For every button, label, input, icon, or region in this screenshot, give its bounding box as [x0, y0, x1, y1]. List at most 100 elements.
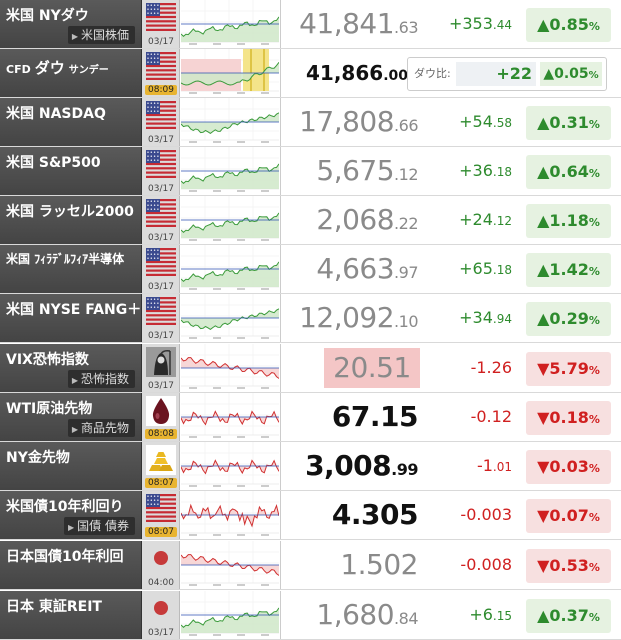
pct-unit: %	[588, 167, 600, 180]
intraday-chart[interactable]	[181, 147, 281, 195]
category-label: 商品先物	[80, 421, 129, 435]
thumbnail-cell: 08:07	[142, 442, 180, 490]
pct-unit: %	[588, 462, 600, 475]
instrument-name-cell[interactable]: 米国 S&P500	[0, 147, 142, 195]
jp-flag-icon	[146, 594, 176, 624]
pct-value: ▼5.79	[537, 359, 589, 378]
price-decimal: .84	[394, 609, 418, 628]
comparison-label: ダウ比:	[414, 67, 451, 80]
jp-flag-icon	[146, 544, 176, 574]
change-percent-badge: ▲0.85%	[526, 8, 611, 42]
instrument-name-cell[interactable]: 米国 NYSE FANG＋	[0, 294, 142, 342]
triangle-right-icon: ▶	[71, 376, 78, 385]
price-integer: 3,008	[305, 449, 392, 482]
category-link[interactable]: ▶ 国債 債券	[64, 517, 135, 535]
intraday-chart[interactable]	[181, 98, 281, 146]
pct-unit: %	[588, 511, 600, 524]
intraday-chart[interactable]	[181, 442, 281, 490]
comparison-diff: +22	[456, 62, 536, 86]
instrument-name-cell[interactable]: 米国 NASDAQ	[0, 98, 142, 146]
instrument-name-cell[interactable]: 米国債10年利回り ▶ 国債 債券	[0, 491, 142, 539]
intraday-chart[interactable]	[181, 344, 281, 392]
price-integer: 5,675	[316, 154, 395, 187]
change-integer: +24	[459, 210, 493, 229]
category-link[interactable]: ▶ 恐怖指数	[67, 370, 135, 388]
price-decimal: .63	[394, 18, 418, 37]
instrument-name-cell[interactable]: NY金先物	[0, 442, 142, 490]
quote-row[interactable]: WTI原油先物 ▶ 商品先物 08:08 67.15 -0.12 ▼0.18%	[0, 393, 621, 442]
instrument-name-text: ダウ	[34, 59, 65, 77]
instrument-name: NY金先物	[6, 450, 70, 466]
instrument-name-cell[interactable]: 米国 ラッセル2000	[0, 196, 142, 244]
quote-row[interactable]: 米国 ラッセル2000 03/17 2,068.22 +24.12 ▲1.18%	[0, 196, 621, 245]
pct-value: ▲0.37	[537, 606, 589, 625]
change-decimal: .94	[492, 312, 512, 326]
instrument-name-cell[interactable]: VIX恐怖指数 ▶ 恐怖指数	[0, 344, 142, 392]
pct-value: ▲1.18	[537, 211, 589, 230]
intraday-chart[interactable]	[181, 541, 281, 589]
quote-row[interactable]: 米国 NYダウ ▶ 米国株価 03/17 41,841.63 +353.44 ▲0.85%	[0, 0, 621, 49]
category-label: 恐怖指数	[80, 372, 129, 386]
change-value: -1.01	[426, 442, 512, 490]
change-value: -0.12	[426, 393, 512, 441]
change-value: +353.44	[426, 0, 512, 48]
change-integer: +6	[469, 605, 493, 624]
change-value: +34.94	[426, 294, 512, 342]
sparkline	[181, 294, 279, 339]
intraday-chart[interactable]	[181, 393, 281, 441]
pct-unit: %	[588, 413, 600, 426]
instrument-name-cell[interactable]: WTI原油先物 ▶ 商品先物	[0, 393, 142, 441]
pct-value: ▲0.29	[537, 309, 589, 328]
intraday-chart[interactable]	[181, 294, 281, 342]
quote-row[interactable]: 日本 東証REIT 03/17 1,680.84 +6.15 ▲0.37%	[0, 591, 621, 640]
quote-row[interactable]: 米国 NASDAQ 03/17 17,808.66 +54.58 ▲0.31%	[0, 98, 621, 147]
quote-row[interactable]: 米国 ﾌｨﾗﾃﾞﾙﾌｨｱ半導体 03/17 4,663.97 +65.18 ▲1.42%	[0, 245, 621, 294]
category-link[interactable]: ▶ 商品先物	[67, 419, 135, 437]
quote-row[interactable]: 米国債10年利回り ▶ 国債 債券 08:07 4.305 -0.003 ▼0.07%	[0, 491, 621, 540]
change-decimal: .44	[492, 18, 512, 32]
update-time: 08:07	[145, 478, 177, 488]
pct-unit: %	[588, 20, 600, 33]
price: 4.305	[282, 491, 422, 539]
price-decimal: .10	[394, 312, 418, 331]
price-decimal: .97	[394, 263, 418, 282]
instrument-name-cell[interactable]: 日本 東証REIT	[0, 591, 142, 639]
instrument-name: 米国債10年利回り	[6, 499, 124, 515]
sparkline	[181, 147, 279, 192]
intraday-chart[interactable]	[181, 491, 281, 539]
change-integer: +54	[459, 112, 493, 131]
name-suffix: サンデー	[68, 65, 109, 76]
us-flag-icon	[146, 3, 176, 33]
quote-row[interactable]: 米国 S&P500 03/17 5,675.12 +36.18 ▲0.64%	[0, 147, 621, 196]
quote-row[interactable]: CFD ダウ サンデー 08:09 41,866.00 ダウ比: +22 ▲0.05%	[0, 49, 621, 98]
instrument-name-cell[interactable]: 米国 NYダウ ▶ 米国株価	[0, 0, 142, 48]
price-integer: 1,680	[316, 598, 395, 631]
intraday-chart[interactable]	[181, 0, 281, 48]
intraday-chart[interactable]	[181, 49, 281, 97]
intraday-chart[interactable]	[181, 245, 281, 293]
change-value: -0.003	[426, 491, 512, 539]
instrument-name-cell[interactable]: 日本国債10年利回	[0, 541, 142, 589]
instrument-name-cell[interactable]: CFD ダウ サンデー	[0, 49, 142, 97]
thumbnail-cell: 08:07	[142, 491, 180, 539]
pct-value: ▼0.53	[537, 556, 589, 575]
quote-row[interactable]: 日本国債10年利回 04:00 1.502 -0.008 ▼0.53%	[0, 541, 621, 590]
intraday-chart[interactable]	[181, 591, 281, 639]
change-value: +24.12	[426, 196, 512, 244]
us-flag-icon	[146, 248, 176, 278]
quote-row[interactable]: 米国 NYSE FANG＋ 03/17 12,092.10 +34.94 ▲0.29%	[0, 294, 621, 343]
change-percent-badge: ▲0.64%	[526, 155, 611, 189]
quote-row[interactable]: VIX恐怖指数 ▶ 恐怖指数 03/17 20.51 -1.26 ▼5.79%	[0, 344, 621, 393]
oil-drop-icon	[146, 396, 176, 426]
sparkline	[181, 541, 279, 586]
category-link[interactable]: ▶ 米国株価	[67, 26, 135, 44]
quote-row[interactable]: NY金先物 08:07 3,008.99 -1.01 ▼0.03%	[0, 442, 621, 491]
price-decimal: .22	[394, 214, 418, 233]
pct-value: ▲0.05	[543, 66, 589, 82]
intraday-chart[interactable]	[181, 196, 281, 244]
change-decimal: .01	[492, 460, 512, 474]
instrument-name: 日本国債10年利回	[6, 549, 124, 565]
price: 41,841.63	[282, 0, 422, 48]
instrument-name-cell[interactable]: 米国 ﾌｨﾗﾃﾞﾙﾌｨｱ半導体	[0, 245, 142, 293]
pct-value: ▼0.07	[537, 506, 589, 525]
